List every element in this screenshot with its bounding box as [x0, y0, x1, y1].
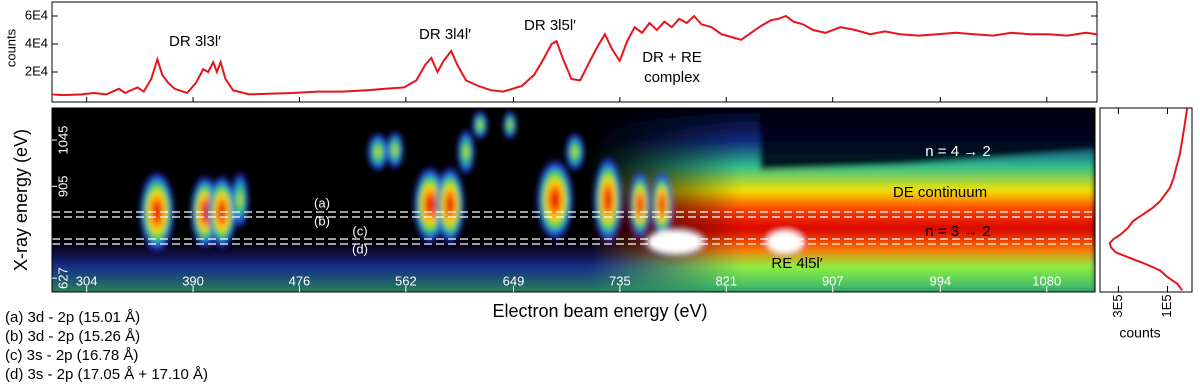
- annotation: DR 3l5l′: [524, 17, 576, 34]
- y-tick-label: 4E4: [25, 35, 48, 50]
- key: (a) 3d - 2p (15.01 Å) (b) 3d - 2p (15.26…: [5, 309, 208, 383]
- x-tick-label: 649: [503, 273, 525, 288]
- x-tick-label: 390: [182, 273, 204, 288]
- y-tick-label: 2E4: [25, 63, 48, 78]
- x-tick-label: 304: [76, 273, 98, 288]
- annotation: (a): [314, 195, 330, 210]
- x-tick-label: 476: [289, 273, 311, 288]
- x-tick-label: 907: [822, 273, 844, 288]
- y-axis-label: X-ray energy (eV): [11, 129, 31, 271]
- y-tick-label: 627: [55, 267, 70, 289]
- annotation: n = 3 → 2: [925, 223, 990, 240]
- top-y-label: counts: [3, 28, 18, 67]
- transition-lines: [52, 211, 1095, 245]
- x-axis-label: Electron beam energy (eV): [492, 301, 707, 321]
- annotation: (c): [352, 223, 367, 238]
- annotation: (d): [352, 241, 368, 256]
- side-x-label: counts: [1119, 325, 1160, 341]
- heatmap-image: [52, 108, 1095, 292]
- key-item: (b) 3d - 2p (15.26 Å): [5, 328, 140, 345]
- x-tick-label: 1E5: [1159, 294, 1174, 317]
- x-tick-label: 735: [609, 273, 631, 288]
- key-item: (d) 3s - 2p (17.05 Å + 17.10 Å): [5, 366, 208, 383]
- annotation: n = 4 → 2: [925, 143, 990, 160]
- heatmap-frame: [51, 107, 1096, 293]
- x-tick-label: 562: [395, 273, 417, 288]
- annotation: DR 3l4l′: [419, 26, 471, 43]
- annotation: DR + RE: [642, 49, 702, 66]
- side-frame: [1099, 107, 1193, 293]
- x-tick-label: 1080: [1032, 273, 1061, 288]
- x-tick-label: 994: [929, 273, 951, 288]
- y-tick-label: 905: [55, 175, 70, 197]
- annotation: DE continuum: [893, 184, 987, 201]
- annotation: DR 3l3l′: [169, 33, 221, 50]
- top-frame: [51, 1, 1098, 103]
- key-item: (a) 3d - 2p (15.01 Å): [5, 309, 140, 326]
- annotation: complex: [644, 69, 700, 86]
- spectrum-line: [1108, 108, 1189, 291]
- x-tick-label: 3E5: [1110, 294, 1125, 317]
- x-tick-label: 821: [715, 273, 737, 288]
- key-item: (c) 3s - 2p (16.78 Å): [5, 347, 138, 364]
- spectrum-line: [52, 14, 1097, 97]
- annotation: (b): [314, 213, 330, 228]
- annotation: RE 4l5l′: [771, 255, 822, 272]
- y-tick-label: 6E4: [25, 7, 48, 22]
- y-tick-label: 1045: [55, 126, 70, 155]
